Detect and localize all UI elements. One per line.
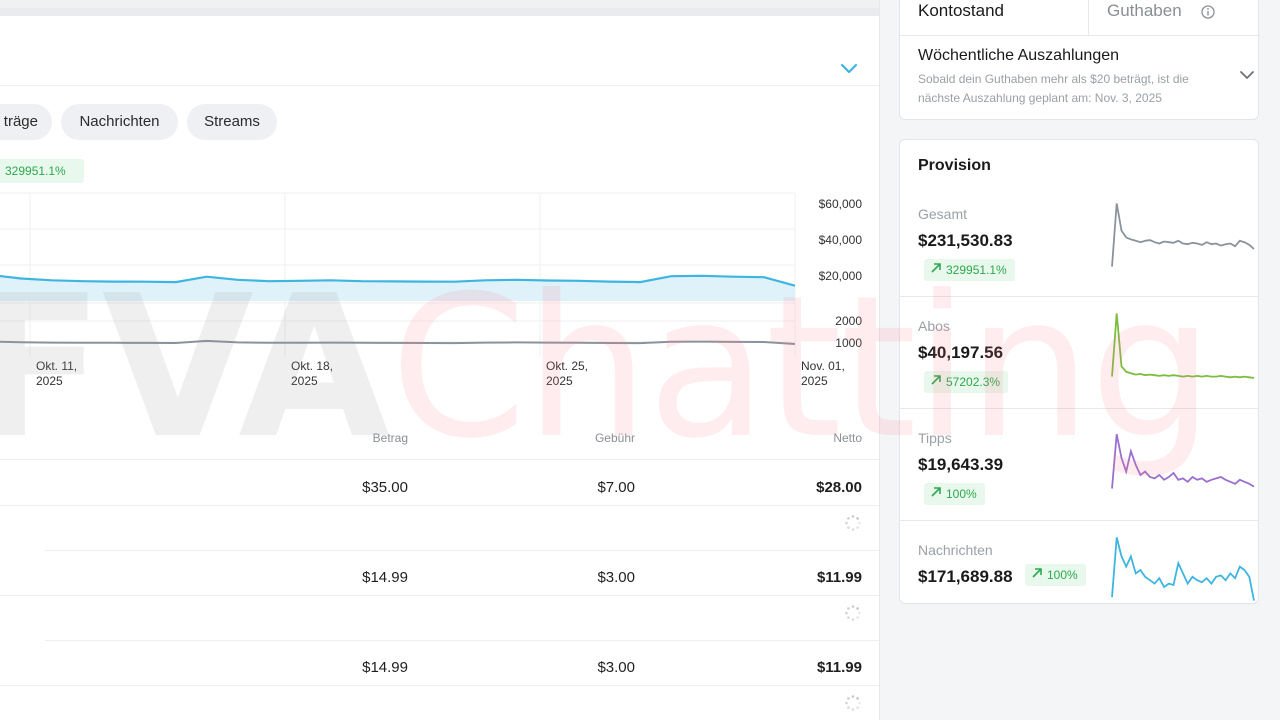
x-tick-label: 2025 xyxy=(36,374,63,388)
x-tick-label: Okt. 18, xyxy=(291,359,333,373)
cell-betrag: $14.99 xyxy=(362,569,408,586)
column-header-betrag[interactable]: Betrag xyxy=(372,431,408,445)
metric-value: $19,643.39 xyxy=(918,455,1004,474)
growth-badge: 57202.3% xyxy=(924,371,1009,393)
metric-value: $40,197.56 xyxy=(918,343,1004,362)
earnings-main-panel: träge Nachrichten Streams 329951.1% $60,… xyxy=(0,0,880,720)
chevron-down-icon[interactable] xyxy=(1238,69,1256,81)
table-row[interactable]: $14.99 $3.00 $11.99 xyxy=(0,550,879,641)
tab-kontostand[interactable]: Kontostand xyxy=(918,1,1005,20)
x-tick-label: 2025 xyxy=(546,374,573,388)
cell-netto: $28.00 xyxy=(816,479,862,496)
metric-gesamt[interactable]: Gesamt $231,530.83 329951.1% xyxy=(900,184,1258,296)
sparkline-abos xyxy=(1111,313,1255,379)
column-header-netto[interactable]: Netto xyxy=(833,431,862,445)
chart-line-secondary xyxy=(0,339,796,345)
metric-tipps[interactable]: Tipps $19,643.39 100% xyxy=(900,408,1258,520)
cell-betrag: $14.99 xyxy=(362,659,408,676)
trend-up-icon xyxy=(931,487,941,497)
payout-description: Sobald dein Guthaben mehr als $20 beträg… xyxy=(918,72,1189,105)
growth-badge: 100% xyxy=(1025,564,1086,586)
balance-card: Kontostand Guthaben Wöchentliche Auszahl… xyxy=(899,0,1260,120)
payout-title: Wöchentliche Auszahlungen xyxy=(918,47,1120,64)
metric-label: Abos xyxy=(918,318,950,334)
loading-spinner-icon xyxy=(845,605,861,621)
sparkline-tipps xyxy=(1111,434,1255,489)
y-tick-label: 1000 xyxy=(835,336,862,350)
provision-title: Provision xyxy=(918,157,991,174)
sparkline-nachrichten xyxy=(1111,537,1255,601)
table-row[interactable]: $14.99 $3.00 $11.99 xyxy=(0,640,879,720)
metric-value: $231,530.83 xyxy=(918,231,1013,250)
cell-gebuehr: $3.00 xyxy=(597,659,635,676)
cell-netto: $11.99 xyxy=(816,569,862,586)
column-header-gebuehr[interactable]: Gebühr xyxy=(594,431,635,445)
x-tick-label: 2025 xyxy=(801,374,828,388)
loading-spinner-icon xyxy=(845,695,861,711)
metric-nachrichten[interactable]: Nachrichten $171,689.88 100% xyxy=(900,520,1258,603)
filter-chip-streams[interactable]: Streams xyxy=(187,104,277,140)
cell-gebuehr: $7.00 xyxy=(597,479,635,496)
loading-spinner-icon xyxy=(845,515,861,531)
tab-guthaben[interactable]: Guthaben xyxy=(1107,1,1182,20)
metric-value: $171,689.88 xyxy=(918,567,1013,586)
info-icon[interactable] xyxy=(1201,5,1215,19)
growth-badge: 329951.1% xyxy=(924,259,1015,281)
trend-up-icon xyxy=(931,263,941,273)
period-selector-row[interactable] xyxy=(0,16,879,86)
cell-betrag: $35.00 xyxy=(362,479,408,496)
filter-chip-nachrichten[interactable]: Nachrichten xyxy=(61,104,178,140)
y-tick-label: $20,000 xyxy=(819,269,863,283)
trend-up-icon xyxy=(931,375,941,385)
metric-label: Nachrichten xyxy=(918,542,993,558)
chart-line-primary xyxy=(0,274,796,287)
x-tick-label: Okt. 11, xyxy=(36,359,77,373)
provision-card: Provision Gesamt $231,530.83 329951.1% A… xyxy=(899,139,1259,604)
growth-badge: 100% xyxy=(924,483,985,505)
growth-badge: 329951.1% xyxy=(0,159,84,183)
filter-chip-beitraege[interactable]: träge xyxy=(0,104,52,140)
y-tick-label: 2000 xyxy=(835,314,862,328)
metric-label: Gesamt xyxy=(918,206,968,222)
top-strip xyxy=(0,0,879,16)
metric-abos[interactable]: Abos $40,197.56 57202.3% xyxy=(900,296,1258,408)
cell-netto: $11.99 xyxy=(816,659,862,676)
metric-label: Tipps xyxy=(918,430,952,446)
x-tick-label: Nov. 01, xyxy=(801,359,845,373)
y-tick-label: $40,000 xyxy=(819,233,863,247)
sparkline-gesamt xyxy=(1111,203,1255,267)
chart-area-primary xyxy=(0,275,795,301)
cell-gebuehr: $3.00 xyxy=(597,569,635,586)
chevron-down-icon[interactable] xyxy=(838,60,860,76)
x-tick-label: Okt. 25, xyxy=(546,359,588,373)
y-tick-label: $60,000 xyxy=(819,197,863,211)
trend-up-icon xyxy=(1032,568,1042,578)
table-row[interactable]: $35.00 $7.00 $28.00 xyxy=(0,460,879,551)
x-tick-label: 2025 xyxy=(291,374,318,388)
right-sidebar: Kontostand Guthaben Wöchentliche Auszahl… xyxy=(881,0,1280,720)
